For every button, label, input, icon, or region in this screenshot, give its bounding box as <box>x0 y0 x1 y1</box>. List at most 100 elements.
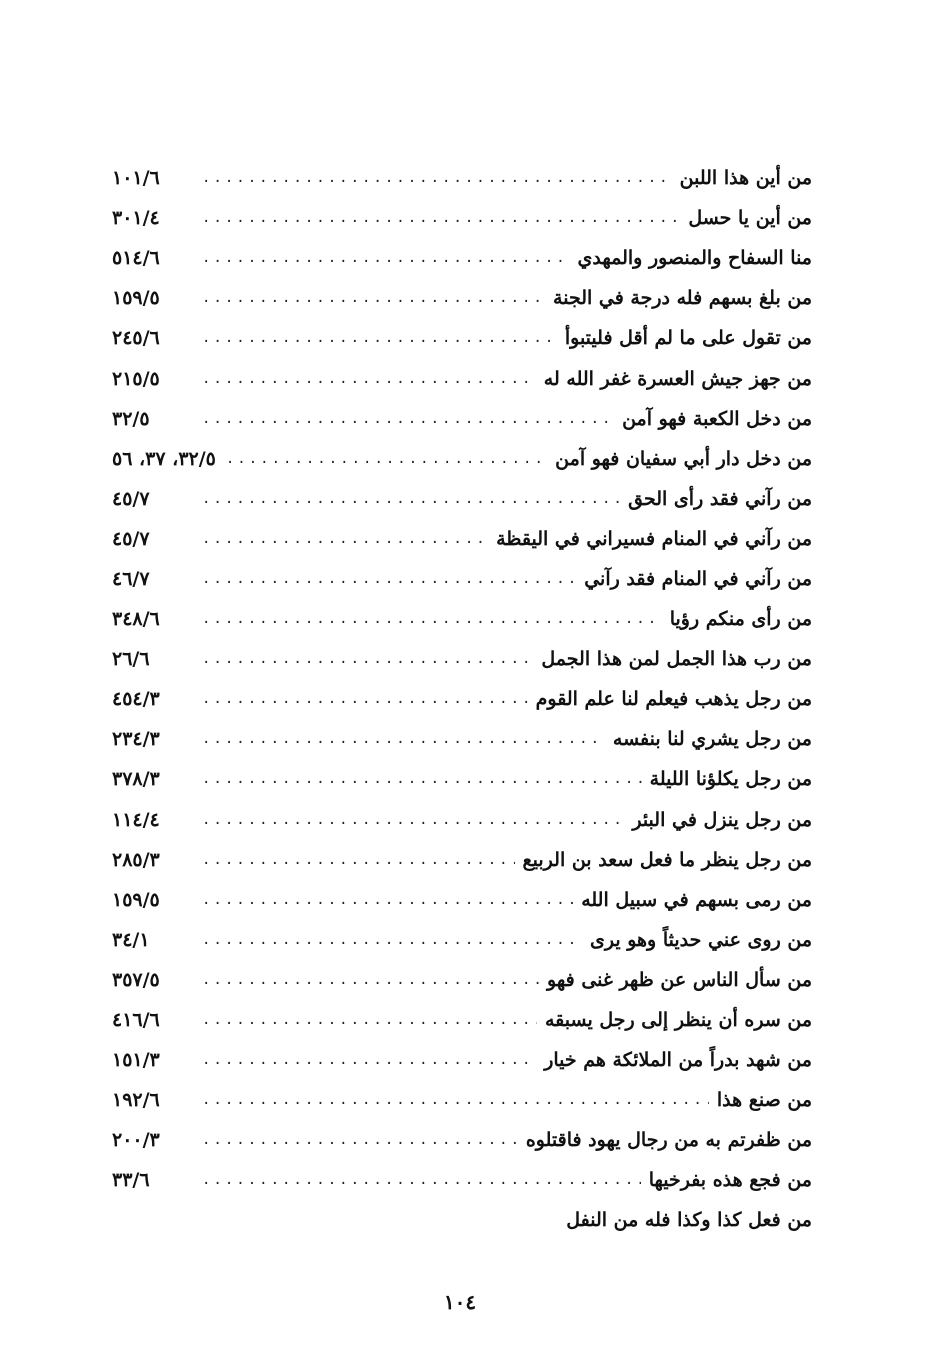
index-entry: من رمى بسهم في سبيل الله................… <box>112 880 812 920</box>
index-entry: من تقول على ما لم أقل فليتبوأ...........… <box>112 318 812 358</box>
entry-reference: ٤٥/٧ <box>112 527 150 550</box>
entry-title: من فجع هذه بفرخيها <box>648 1169 812 1192</box>
entry-title: من دخل الكعبة فهو آمن <box>622 407 812 430</box>
dot-leader: ........................................… <box>202 851 515 868</box>
dot-leader: ........................................… <box>202 170 672 187</box>
entry-title: من أين هذا اللبن <box>679 167 812 190</box>
entry-reference: ١٥٩/٥ <box>112 888 160 911</box>
entry-title: من رجل يكلؤنا الليلة <box>649 768 812 791</box>
index-entry: من ظفرتم به من رجال يهود فاقتلوه........… <box>112 1120 812 1160</box>
dot-leader: ........................................… <box>202 771 642 788</box>
entry-reference: ٢٣٤/٣ <box>112 728 160 751</box>
entry-reference: ٢٨٥/٣ <box>112 848 160 871</box>
index-entry: من رجل يكلؤنا الليلة....................… <box>112 759 812 799</box>
entry-title: من رجل ينظر ما فعل سعد بن الربيع <box>522 848 812 871</box>
entry-reference: ٣٧٨/٣ <box>112 768 160 791</box>
entry-reference: ٣٠١/٤ <box>112 207 160 230</box>
index-entry: من رآني في المنام فسيراني في اليقظة.....… <box>112 519 812 559</box>
dot-leader: ........................................… <box>202 931 582 948</box>
entry-title: من روى عني حديثاً وهو يرى <box>589 928 812 951</box>
entry-title: من صنع هذا <box>716 1089 812 1112</box>
index-entry: من أين هذا اللبن........................… <box>112 158 812 198</box>
dot-leader: ........................................… <box>202 971 540 988</box>
index-entry: من بلغ بسهم فله درجة في الجنة...........… <box>112 278 812 318</box>
index-entry: من رجل ينزل في البئر....................… <box>112 800 812 840</box>
dot-leader: ........................................… <box>202 370 536 387</box>
index-entry: من رجل يشري لنا بنفسه...................… <box>112 719 812 759</box>
entry-reference: ٣٢/٥ <box>112 407 150 430</box>
dot-leader: ........................................… <box>202 651 534 668</box>
entry-reference: ٢٤٥/٦ <box>112 327 160 350</box>
index-entry: من رب هذا الجمل لمن هذا الجمل...........… <box>112 639 812 679</box>
entry-reference: ٢٦/٦ <box>112 648 150 671</box>
entry-title: من رآني في المنام فسيراني في اليقظة <box>496 527 812 550</box>
entry-title: من رجل يشري لنا بنفسه <box>612 728 812 751</box>
index-entry: من روى عني حديثاً وهو يرى...............… <box>112 920 812 960</box>
entry-reference: ٣٤٨/٦ <box>112 608 160 631</box>
index-entry: من رآني فقد رأى الحق....................… <box>112 479 812 519</box>
index-entry: من رأى منكم رؤيا........................… <box>112 599 812 639</box>
entry-reference: ٢١٥/٥ <box>112 367 160 390</box>
index-entry: من فجع هذه بفرخيها......................… <box>112 1160 812 1200</box>
entry-title: من رجل يذهب فيعلم لنا علم القوم <box>535 688 812 711</box>
index-entry: من دخل دار أبي سفيان فهو آمن............… <box>112 439 812 479</box>
entry-reference: ٣٣/٦ <box>112 1169 150 1192</box>
index-entry: من شهد بدراً من الملائكة هم خيار........… <box>112 1040 812 1080</box>
entry-reference: ٤٥٤/٣ <box>112 688 160 711</box>
entry-reference: ٤١٦/٦ <box>112 1009 160 1032</box>
index-entry: من سره أن ينظر إلى رجل يسبقه............… <box>112 1000 812 1040</box>
entry-title: من رآني فقد رأى الحق <box>628 487 812 510</box>
entry-reference: ٤٦/٧ <box>112 567 150 590</box>
entry-title: من رأى منكم رؤيا <box>669 608 812 631</box>
entry-reference: ٣٥٧/٥ <box>112 968 160 991</box>
index-entry: منا السفاح والمنصور والمهدي.............… <box>112 238 812 278</box>
dot-leader: ........................................… <box>202 731 605 748</box>
page-number: ١٠٤ <box>443 1290 477 1314</box>
entry-title: من سأل الناس عن ظهر غنى فهو <box>547 968 812 991</box>
dot-leader: ........................................… <box>202 1012 537 1029</box>
dot-leader: ........................................… <box>202 290 545 307</box>
entry-title: من جهز جيش العسرة غفر الله له <box>543 367 812 390</box>
entry-title: من تقول على ما لم أقل فليتبوأ <box>564 327 812 350</box>
entry-title: منا السفاح والمنصور والمهدي <box>577 247 813 270</box>
entry-reference: ٣٤/١ <box>112 928 150 951</box>
index-entry: من دخل الكعبة فهو آمن...................… <box>112 399 812 439</box>
entry-title: من دخل دار أبي سفيان فهو آمن <box>555 447 812 470</box>
dot-leader: ........................................… <box>225 450 548 467</box>
dot-leader: ........................................… <box>202 530 488 547</box>
dot-leader: ........................................… <box>202 611 662 628</box>
entry-reference: ١٩٢/٦ <box>112 1089 160 1112</box>
dot-leader: ........................................… <box>202 1092 709 1109</box>
dot-leader: ........................................… <box>202 891 573 908</box>
entry-title: من فعل كذا وكذا فله من النفل <box>566 1209 812 1232</box>
dot-leader: ........................................… <box>202 410 614 427</box>
index-list: من أين هذا اللبن........................… <box>112 158 812 1241</box>
entry-reference: ٥٦ ،٣٧ ،٣٢/٥ <box>112 447 216 470</box>
entry-title: من أين يا حسل <box>688 207 812 230</box>
entry-title: من رب هذا الجمل لمن هذا الجمل <box>541 648 812 671</box>
dot-leader: ........................................… <box>202 1132 518 1149</box>
dot-leader: ........................................… <box>202 210 680 227</box>
entry-reference: ١٥١/٣ <box>112 1049 160 1072</box>
entry-title: من رآني في المنام فقد رآني <box>584 567 812 590</box>
index-entry: من أين يا حسل...........................… <box>112 198 812 238</box>
dot-leader: ........................................… <box>202 1052 537 1069</box>
index-entry: من فعل كذا وكذا فله من النفل............… <box>112 1200 812 1240</box>
dot-leader: ........................................… <box>202 490 621 507</box>
index-entry: من رجل ينظر ما فعل سعد بن الربيع........… <box>112 840 812 880</box>
dot-leader: ........................................… <box>202 1172 641 1189</box>
index-entry: من سأل الناس عن ظهر غنى فهو.............… <box>112 960 812 1000</box>
index-entry: من صنع هذا..............................… <box>112 1080 812 1120</box>
entry-reference: ٢٠٠/٣ <box>112 1129 160 1152</box>
entry-title: من ظفرتم به من رجال يهود فاقتلوه <box>525 1129 812 1152</box>
index-entry: من جهز جيش العسرة غفر الله له...........… <box>112 358 812 398</box>
dot-leader: ........................................… <box>202 330 557 347</box>
entry-title: من رجل ينزل في البئر <box>632 808 812 831</box>
dot-leader: ........................................… <box>202 811 625 828</box>
index-entry: من رآني في المنام فقد رآني..............… <box>112 559 812 599</box>
index-entry: من رجل يذهب فيعلم لنا علم القوم.........… <box>112 679 812 719</box>
entry-reference: ٥١٤/٦ <box>112 247 160 270</box>
entry-reference: ١٠١/٦ <box>112 167 160 190</box>
dot-leader: ........................................… <box>202 570 577 587</box>
dot-leader: ........................................… <box>202 250 570 267</box>
